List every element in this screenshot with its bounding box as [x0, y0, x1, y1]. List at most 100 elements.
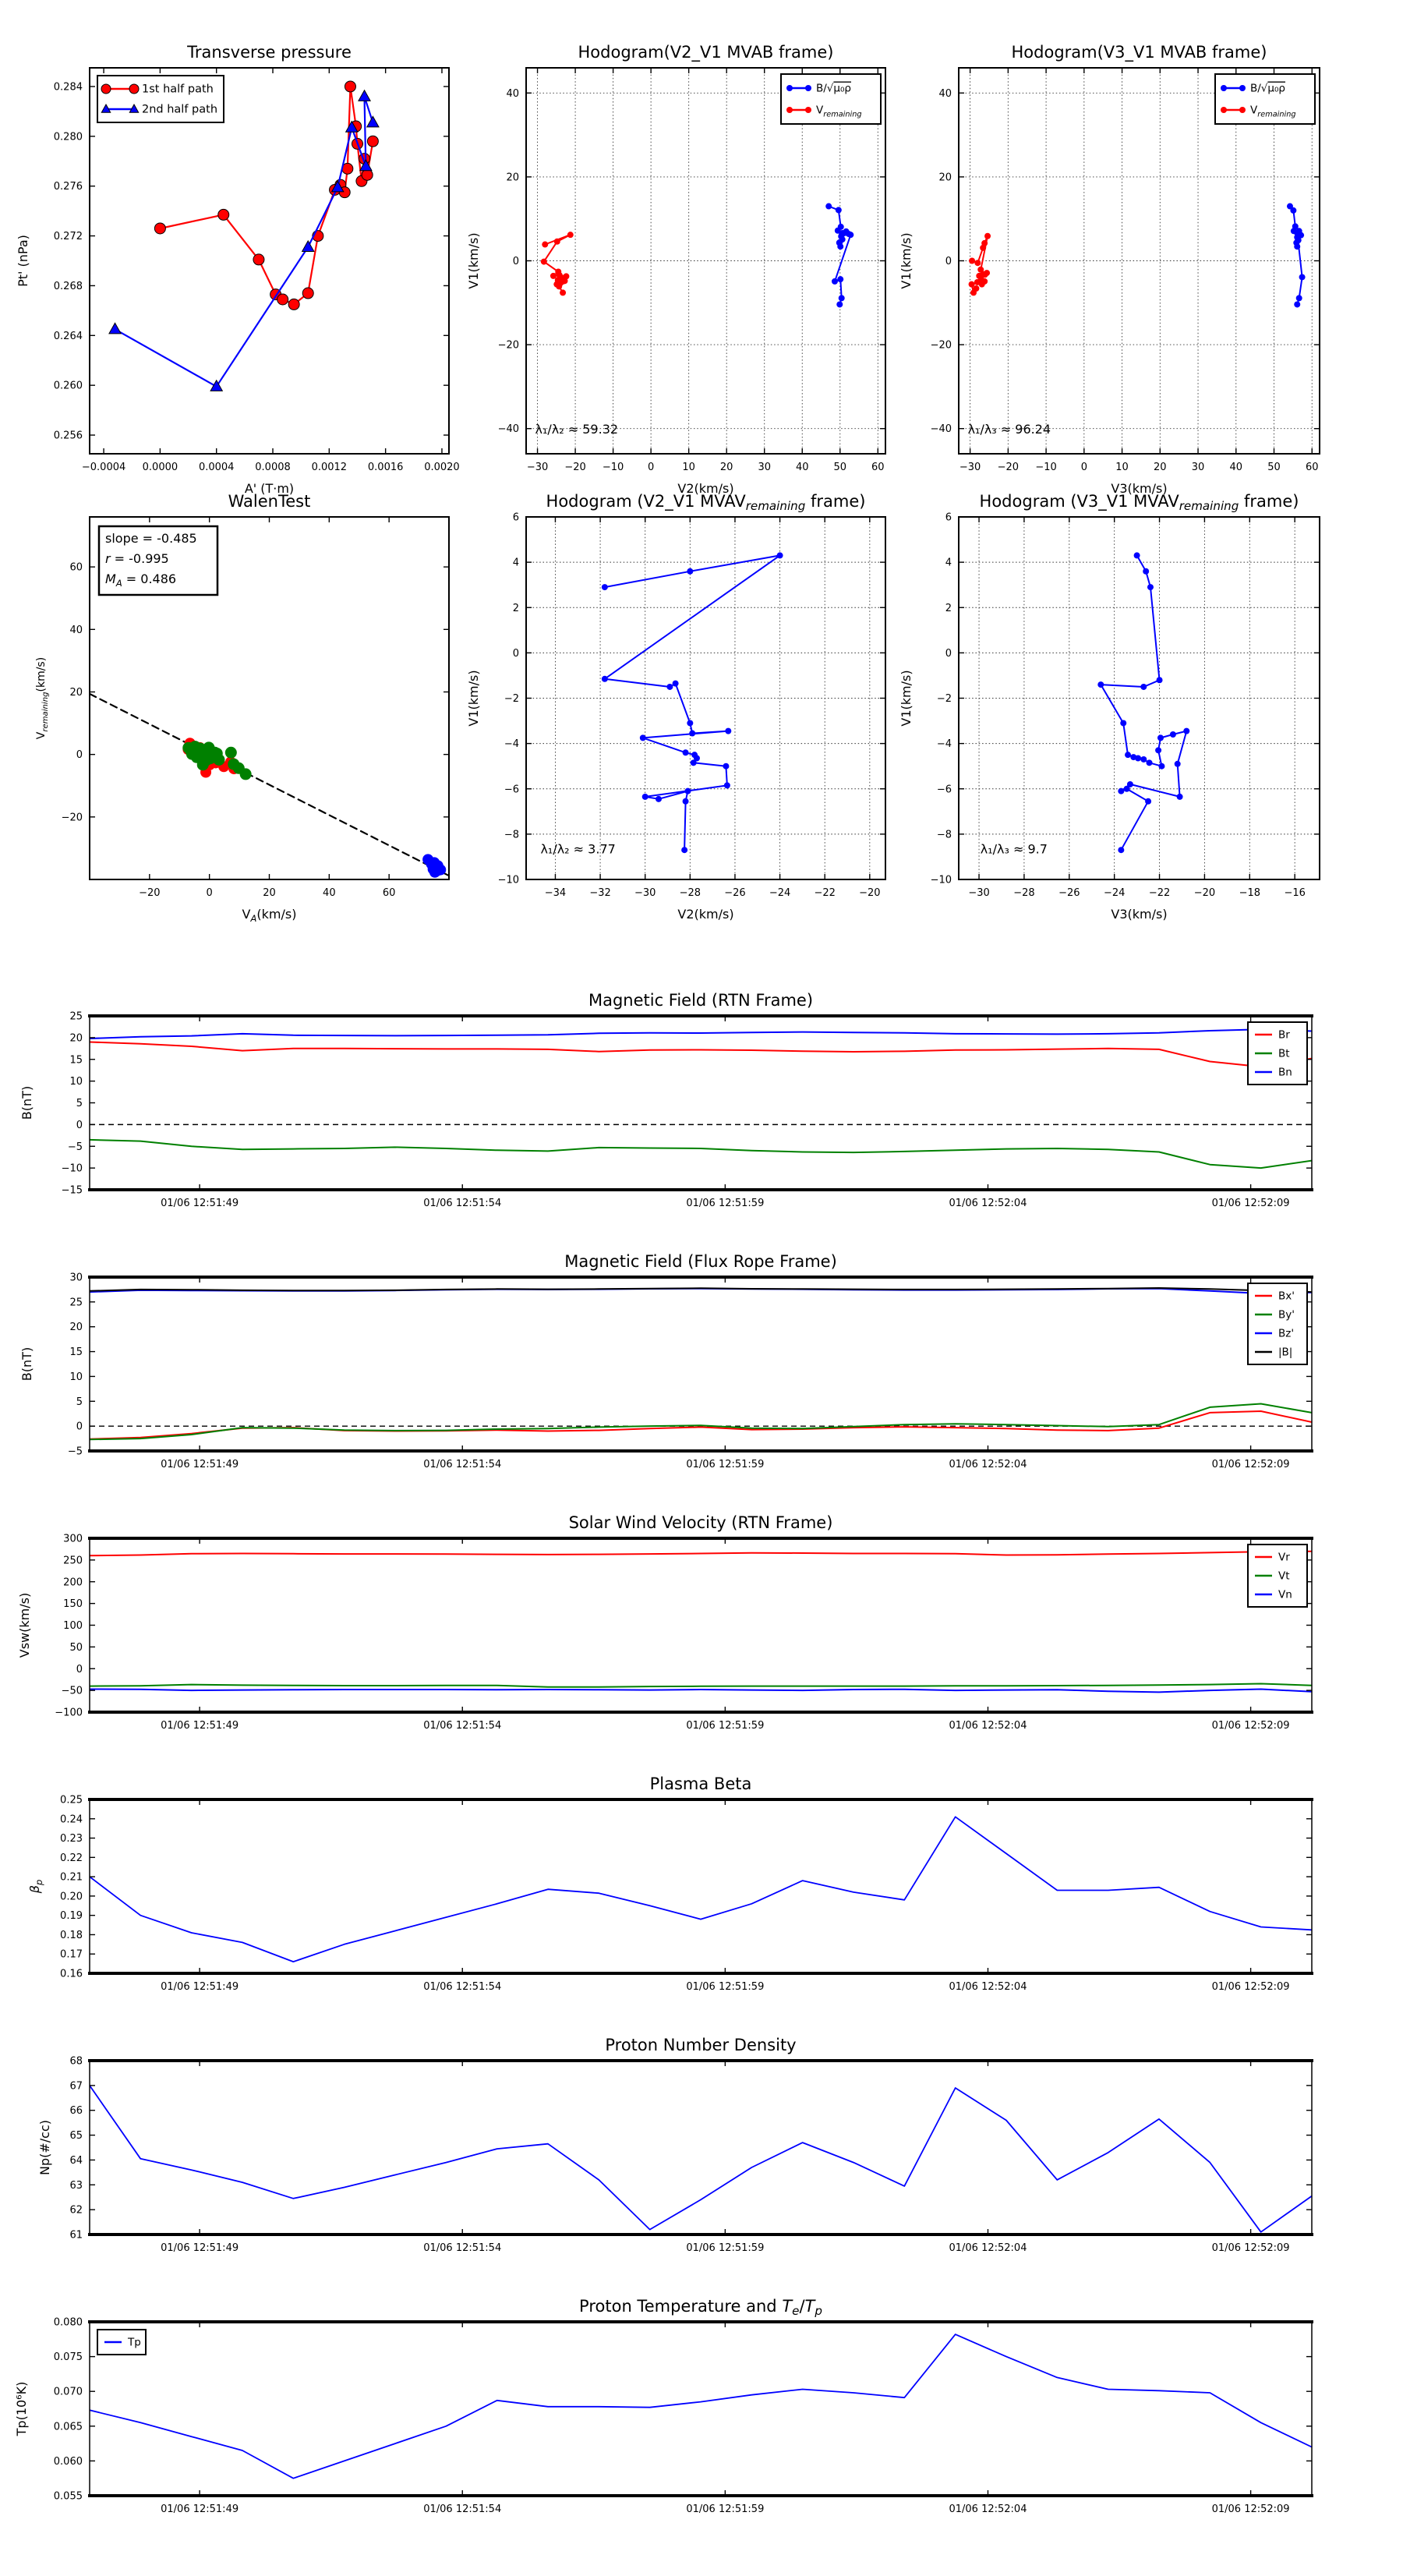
annotation: λ₁/λ₃ ≈ 96.24 [968, 422, 1051, 437]
svg-text:0: 0 [76, 749, 83, 761]
svg-text:20: 20 [263, 887, 276, 899]
svg-text:01/06 12:52:09: 01/06 12:52:09 [1212, 2503, 1290, 2515]
svg-text:0.0004: 0.0004 [199, 462, 235, 473]
svg-text:−30: −30 [634, 887, 656, 899]
svg-text:−20: −20 [498, 340, 519, 352]
panel-magnetic-field-rtn: 01/06 12:51:49 01/06 12:51:54 01/06 12:51:… [19, 991, 1313, 1209]
svg-text:0.0000: 0.0000 [143, 462, 178, 473]
legend-box [97, 75, 224, 123]
svg-text:40: 40 [69, 625, 83, 636]
svg-text:−22: −22 [1149, 887, 1170, 899]
svg-text:01/06 12:52:04: 01/06 12:52:04 [949, 1198, 1027, 1209]
svg-text:01/06 12:51:59: 01/06 12:51:59 [686, 1198, 764, 1209]
gridlines [959, 516, 1320, 880]
svg-text:01/06 12:52:04: 01/06 12:52:04 [949, 1720, 1027, 1732]
svg-text:0.268: 0.268 [54, 281, 83, 292]
panel-title: Hodogram (V2_V1 MVAVremaining frame) [546, 492, 866, 513]
series-Vt [90, 1683, 1312, 1688]
series-Bn [90, 1028, 1312, 1039]
x-tick-labels: −30 −28 −26 −24 −22 −20 −18 −16 [968, 887, 1306, 899]
svg-text:5: 5 [76, 1396, 83, 1408]
y-tick-labels: 0.256 0.260 0.264 0.268 0.272 0.276 0.280 0.284 [54, 81, 83, 441]
svg-text:−4: −4 [937, 738, 952, 750]
x-axis-label: A' (T·m) [245, 481, 294, 496]
svg-text:01/06 12:51:59: 01/06 12:51:59 [686, 2242, 764, 2254]
svg-text:0.276: 0.276 [54, 181, 83, 193]
markers-b-alfven [825, 203, 854, 308]
x-tick-labels: 01/06 12:51:49 01/06 12:51:54 01/06 12:51:… [161, 2503, 1289, 2515]
markers-b-alfven [1286, 203, 1306, 308]
svg-text:−2: −2 [937, 693, 952, 705]
series-Tp [90, 2334, 1312, 2479]
panel-title: Proton Temperature and Te/Tp [579, 2297, 822, 2318]
svg-text:01/06 12:52:09: 01/06 12:52:09 [1212, 1720, 1290, 1732]
svg-text:−5: −5 [68, 1141, 83, 1153]
svg-text:60: 60 [383, 887, 396, 899]
x-tick-labels: 01/06 12:51:49 01/06 12:51:54 01/06 12:51:… [161, 1720, 1289, 1732]
legend-label: Bx' [1278, 1290, 1295, 1303]
svg-text:01/06 12:51:49: 01/06 12:51:49 [161, 2503, 239, 2515]
legend: B/√μ₀ρ Vremaining [780, 73, 882, 125]
svg-text:−0.0004: −0.0004 [82, 462, 125, 473]
series-beta-p [90, 1816, 1312, 1962]
svg-text:0.065: 0.065 [54, 2421, 83, 2433]
svg-text:0.280: 0.280 [54, 131, 83, 143]
legend-label: 1st half path [142, 83, 214, 96]
ticks [90, 1799, 1312, 1974]
y-axis-label: βp [27, 1880, 44, 1895]
svg-text:0.256: 0.256 [54, 430, 83, 442]
info-box-line: MA = 0.486 [105, 571, 176, 589]
panel-plasma-beta: 01/06 12:51:49 01/06 12:51:54 01/06 12:51:… [27, 1775, 1313, 1993]
svg-text:−10: −10 [603, 462, 624, 473]
svg-text:0: 0 [945, 256, 952, 267]
series-b-alfven [828, 205, 852, 306]
svg-text:40: 40 [796, 462, 809, 473]
svg-text:−24: −24 [769, 887, 790, 899]
svg-text:10: 10 [1115, 462, 1129, 473]
x-tick-labels: −20 0 20 40 60 [139, 887, 395, 899]
svg-text:65: 65 [69, 2130, 83, 2142]
svg-text:10: 10 [682, 462, 695, 473]
svg-text:67: 67 [69, 2080, 83, 2092]
svg-text:−20: −20 [998, 462, 1019, 473]
markers-second-half-path [108, 89, 380, 391]
y-axis-label: V1(km/s) [466, 670, 481, 726]
y-axis-label: V1(km/s) [466, 232, 481, 288]
svg-text:−6: −6 [937, 784, 952, 795]
svg-text:0: 0 [1081, 462, 1087, 473]
plot-frame [89, 1015, 1313, 1191]
svg-text:01/06 12:51:54: 01/06 12:51:54 [423, 1981, 501, 1993]
gridlines [959, 68, 1320, 454]
svg-text:−22: −22 [814, 887, 835, 899]
gridlines [526, 516, 885, 880]
svg-text:−50: −50 [62, 1686, 83, 1697]
series-B-magnitude [90, 1287, 1312, 1293]
y-tick-labels: −15 −10 −5 0 5 10 15 20 25 [62, 1011, 83, 1197]
svg-text:63: 63 [69, 2180, 83, 2192]
series-Vn [90, 1688, 1312, 1693]
svg-text:−24: −24 [1104, 887, 1125, 899]
svg-text:−40: −40 [931, 423, 952, 435]
y-tick-labels: −40 −20 0 20 40 [931, 88, 952, 435]
legend-label: Vn [1278, 1589, 1292, 1601]
svg-text:01/06 12:52:04: 01/06 12:52:04 [949, 1459, 1027, 1470]
legend-label: Bn [1278, 1067, 1292, 1079]
y-axis-label: Tp(10⁶K) [14, 2382, 29, 2437]
legend-label: Bz' [1278, 1328, 1294, 1340]
panel-title: Magnetic Field (Flux Rope Frame) [564, 1252, 837, 1271]
plot-frame [89, 1799, 1313, 1974]
series-second-half-path [114, 95, 374, 387]
svg-text:40: 40 [323, 887, 336, 899]
x-axis-label: V2(km/s) [677, 907, 733, 922]
svg-text:0.080: 0.080 [54, 2317, 83, 2329]
svg-text:01/06 12:51:54: 01/06 12:51:54 [423, 2503, 501, 2515]
svg-text:0: 0 [513, 648, 519, 660]
svg-text:25: 25 [69, 1011, 83, 1023]
x-tick-labels: 01/06 12:51:49 01/06 12:51:54 01/06 12:51:… [161, 2242, 1289, 2254]
svg-text:0: 0 [648, 462, 654, 473]
svg-text:0.0020: 0.0020 [424, 462, 460, 473]
x-axis-label: V3(km/s) [1111, 481, 1167, 496]
y-tick-labels: 61 62 63 64 65 66 67 68 [69, 2056, 83, 2242]
legend-label: Br [1278, 1029, 1290, 1042]
